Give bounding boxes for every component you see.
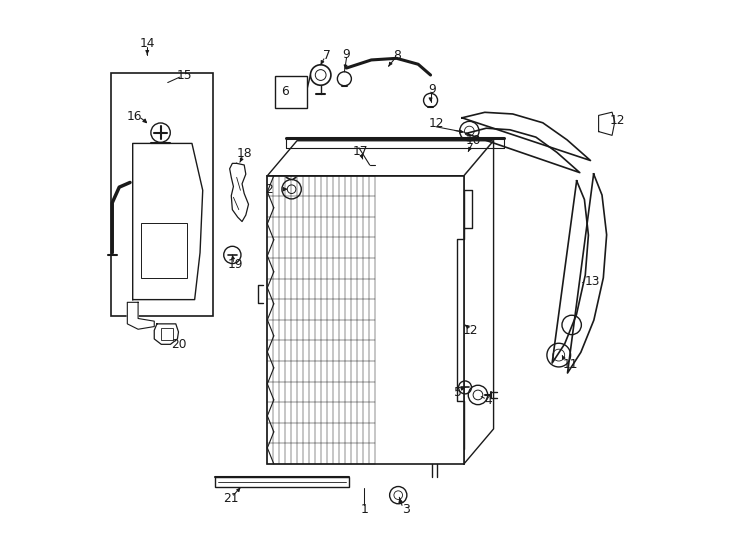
Text: 9: 9 [343, 48, 350, 61]
Text: 12: 12 [428, 117, 443, 130]
Polygon shape [230, 164, 249, 221]
Polygon shape [267, 141, 493, 176]
Polygon shape [599, 112, 615, 136]
Bar [215, 477, 349, 487]
Text: 20: 20 [171, 338, 186, 351]
Text: 8: 8 [393, 49, 401, 62]
Polygon shape [154, 324, 178, 345]
Polygon shape [464, 141, 493, 464]
Text: 10: 10 [466, 134, 482, 147]
Text: 14: 14 [139, 37, 155, 50]
Bar [267, 176, 464, 464]
Text: 7: 7 [323, 49, 330, 62]
Polygon shape [133, 144, 203, 300]
Text: 2: 2 [265, 183, 273, 195]
Bar [275, 76, 307, 109]
Bar [111, 73, 214, 316]
Text: 21: 21 [224, 492, 239, 505]
Text: 12: 12 [462, 324, 478, 337]
Text: 18: 18 [236, 147, 252, 160]
Text: 19: 19 [228, 258, 244, 271]
Polygon shape [127, 302, 154, 329]
Text: 15: 15 [177, 69, 193, 82]
Text: 1: 1 [360, 503, 368, 516]
Text: 9: 9 [428, 83, 435, 96]
Text: 13: 13 [584, 275, 600, 288]
Text: 17: 17 [353, 145, 368, 158]
Text: 16: 16 [126, 110, 142, 123]
Bar [161, 328, 173, 340]
Polygon shape [552, 174, 606, 373]
Polygon shape [462, 112, 590, 173]
Text: 5: 5 [454, 386, 462, 399]
Text: 11: 11 [563, 358, 578, 371]
Text: 12: 12 [610, 114, 625, 127]
Text: 6: 6 [281, 85, 289, 98]
Text: 3: 3 [401, 503, 410, 516]
Text: 4: 4 [484, 394, 492, 407]
Bar [141, 224, 186, 278]
